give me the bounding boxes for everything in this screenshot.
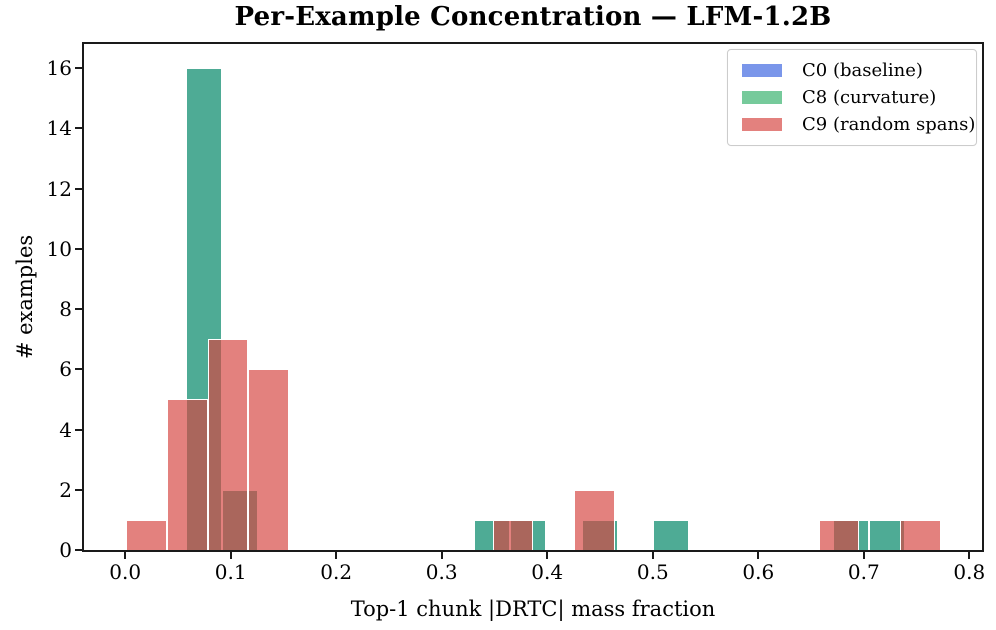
- y-tick-label: 2: [59, 477, 72, 502]
- x-tick-label: 0.7: [847, 560, 880, 584]
- x-tick-mark: [757, 552, 760, 559]
- bars-layer: [84, 44, 982, 550]
- y-tick-label: 14: [46, 116, 72, 141]
- y-tick-label: 16: [46, 56, 72, 81]
- x-tick-mark: [229, 552, 232, 559]
- histogram-bar-c9: [900, 519, 941, 550]
- legend-entry: C8 (curvature): [728, 84, 976, 111]
- x-tick-label: 0.1: [214, 560, 247, 584]
- y-tick-mark: [75, 428, 82, 431]
- legend: C0 (baseline) C8 (curvature) C9 (random sp…: [727, 49, 977, 146]
- x-tick-mark: [124, 552, 127, 559]
- y-tick-mark: [75, 127, 82, 130]
- y-axis-label: # examples: [13, 234, 37, 360]
- histogram-bar-c8: [869, 519, 905, 550]
- histogram-bar-c9: [248, 369, 290, 550]
- x-tick-mark: [440, 552, 443, 559]
- y-tick-mark: [75, 549, 82, 551]
- chart-title: Per-Example Concentration — LFM-1.2B: [234, 2, 832, 32]
- histogram-bar-c9: [574, 489, 615, 550]
- x-tick-label: 0.0: [109, 560, 142, 584]
- x-tick-label: 0.5: [636, 560, 669, 584]
- y-tick-mark: [75, 187, 82, 190]
- y-tick-mark: [75, 488, 82, 491]
- x-tick-mark: [546, 552, 549, 559]
- histogram-bar-c9: [126, 519, 167, 550]
- x-tick-mark: [335, 552, 338, 559]
- y-tick-label: 8: [59, 297, 72, 321]
- x-tick-label: 0.4: [531, 560, 564, 584]
- x-tick-mark: [651, 552, 654, 559]
- legend-label: C9 (random spans): [802, 114, 976, 135]
- x-axis-label: Top-1 chunk |DRTC| mass fraction: [350, 597, 716, 621]
- y-tick-mark: [75, 67, 82, 70]
- x-tick-mark: [968, 552, 971, 559]
- y-tick-label: 12: [46, 176, 72, 201]
- x-tick-label: 0.6: [742, 560, 775, 584]
- x-tick-label: 0.3: [425, 560, 458, 584]
- y-tick-mark: [75, 308, 82, 310]
- histogram-bar-c9: [818, 519, 860, 550]
- histogram-bar-c9: [166, 399, 208, 550]
- histogram-bar-c8: [653, 519, 690, 550]
- x-tick-label: 0.8: [953, 560, 986, 584]
- legend-label: C0 (baseline): [802, 60, 923, 81]
- legend-entry: C9 (random spans): [728, 111, 976, 138]
- y-tick-label: 10: [46, 236, 72, 261]
- legend-swatch-icon: [742, 91, 782, 104]
- legend-swatch-icon: [742, 118, 782, 131]
- plot-area: C0 (baseline) C8 (curvature) C9 (random sp…: [82, 42, 984, 552]
- legend-swatch-icon: [742, 64, 782, 77]
- y-tick-mark: [75, 368, 82, 371]
- y-tick-label: 4: [59, 417, 72, 442]
- histogram-bar-c9: [207, 339, 249, 550]
- legend-label: C8 (curvature): [802, 87, 937, 108]
- y-tick-label: 0: [59, 538, 72, 562]
- histogram-bar-c9: [492, 519, 534, 550]
- x-tick-mark: [862, 552, 865, 559]
- y-tick-label: 6: [59, 357, 72, 382]
- y-tick-mark: [75, 247, 82, 250]
- legend-entry: C0 (baseline): [728, 57, 976, 84]
- x-tick-label: 0.2: [320, 560, 353, 584]
